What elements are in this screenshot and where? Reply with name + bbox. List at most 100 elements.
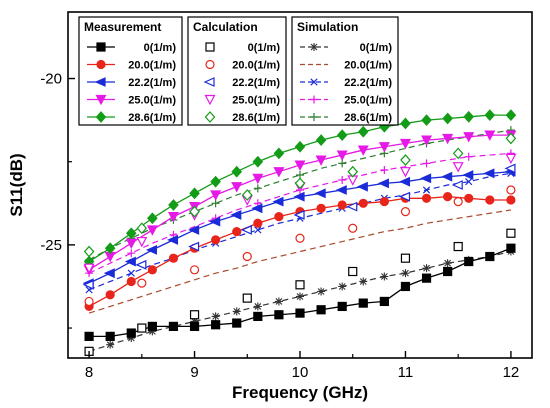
axes: 8 9 10 11 12 -20 -25: [40, 11, 533, 381]
legend-frame: [78, 16, 183, 126]
calculation-point: [240, 224, 252, 235]
measurement-point: [357, 125, 369, 138]
measurement-point: [443, 266, 453, 277]
simulation-point: [401, 269, 410, 278]
measurement-point: [166, 234, 179, 245]
measurement-point: [506, 195, 516, 205]
simulation-point: [380, 166, 389, 175]
calculation-point: [137, 278, 147, 288]
simulation-line: [88, 250, 512, 352]
legend-title: Calculation: [193, 20, 258, 34]
simulation-point: [254, 226, 262, 234]
legend-marker: [203, 77, 215, 87]
calculation-point: [242, 293, 252, 303]
measurement-point: [251, 203, 263, 214]
measurement-point: [295, 308, 305, 318]
simulation-point: [317, 287, 326, 296]
legend-marker: [310, 95, 318, 104]
measurement-point: [273, 147, 285, 160]
calculation-point: [346, 201, 358, 212]
measurement-point: [358, 298, 368, 308]
calculation-point: [135, 259, 147, 270]
calculation-series: [82, 163, 516, 290]
simulation-point: [338, 282, 347, 291]
measurement-point: [147, 321, 157, 331]
measurement-series: [84, 192, 516, 312]
simulation-line: [88, 209, 512, 314]
calculation-point: [136, 222, 148, 235]
measurement-point: [274, 212, 284, 222]
legend-box: Measurement 0(1/m) 20.0(1/m) 22.2(1/m) 25.0(…: [78, 16, 183, 126]
calculation-point: [505, 132, 517, 145]
measurement-series: [84, 243, 516, 341]
y-axis-label: S11(dB): [7, 153, 26, 216]
measurement-point: [231, 165, 243, 178]
measurement-point: [188, 224, 200, 235]
calculation-point: [294, 177, 306, 190]
simulation-point: [127, 334, 136, 343]
measurement-point: [316, 203, 326, 213]
measurement-point: [485, 195, 495, 205]
measurement-point: [232, 226, 242, 237]
simulation-point: [106, 340, 115, 349]
legend-label: 25.0(1/m): [232, 95, 280, 107]
legend-marker: [310, 78, 318, 86]
measurement-point: [167, 212, 179, 223]
measurement-point: [210, 190, 222, 201]
y-tick-label: -25: [40, 237, 62, 254]
measurement-point: [293, 191, 305, 202]
simulation-point: [380, 272, 389, 281]
calculation-point: [348, 223, 358, 233]
x-tick-label: 9: [190, 364, 198, 381]
legend-label: 28.6(1/m): [128, 112, 176, 124]
measurement-point: [104, 242, 116, 255]
measurement-point: [399, 138, 411, 150]
calculation-point: [399, 167, 411, 178]
measurement-point: [84, 331, 94, 341]
measurement-point: [232, 318, 242, 328]
legend-label: 0(1/m): [360, 42, 393, 54]
measurement-point: [398, 176, 411, 187]
legend-label: 22.2(1/m): [344, 77, 392, 89]
calculation-point: [242, 251, 252, 262]
measurement-point: [189, 321, 200, 331]
measurement-point: [483, 168, 495, 179]
simulation-series: [88, 209, 512, 314]
calculation-point: [400, 154, 411, 166]
measurement-point: [294, 160, 306, 171]
legend-label: 20.0(1/m): [232, 60, 280, 72]
measurement-point: [400, 281, 411, 292]
measurement-point: [103, 268, 115, 279]
measurement-point: [335, 185, 347, 195]
legend: Measurement 0(1/m) 20.0(1/m) 22.2(1/m) 25.0(…: [78, 16, 399, 126]
calculation-point: [506, 185, 516, 195]
measurement-point: [505, 109, 517, 122]
measurement-point: [124, 256, 136, 267]
measurement-point: [145, 244, 157, 255]
legend-box: Calculation 0(1/m) 20.0(1/m) 22.2(1/m) 25.0(…: [187, 16, 287, 126]
measurement-point: [252, 173, 264, 185]
legend-label: 25.0(1/m): [344, 95, 392, 107]
simulation-point: [148, 327, 157, 336]
legend-marker: [205, 59, 215, 70]
legend-marker: [95, 111, 107, 123]
legend-marker: [94, 77, 106, 87]
measurement-point: [125, 227, 137, 240]
calculation-point: [189, 265, 200, 275]
measurement-point: [272, 196, 284, 207]
measurement-point: [189, 187, 200, 200]
measurement-point: [252, 155, 264, 168]
simulation-point: [232, 307, 241, 316]
measurement-point: [337, 301, 347, 312]
y-tick-label: -20: [40, 71, 62, 88]
calculation-series: [84, 228, 516, 356]
legend-marker: [310, 43, 318, 51]
measurement-point: [377, 178, 389, 189]
calculation-point: [83, 263, 95, 274]
legend-label: 22.2(1/m): [128, 77, 176, 89]
measurement-point: [273, 167, 285, 178]
x-tick-label: 8: [85, 364, 93, 381]
legend-label: 20.0(1/m): [344, 60, 392, 72]
measurement-point: [105, 290, 115, 300]
